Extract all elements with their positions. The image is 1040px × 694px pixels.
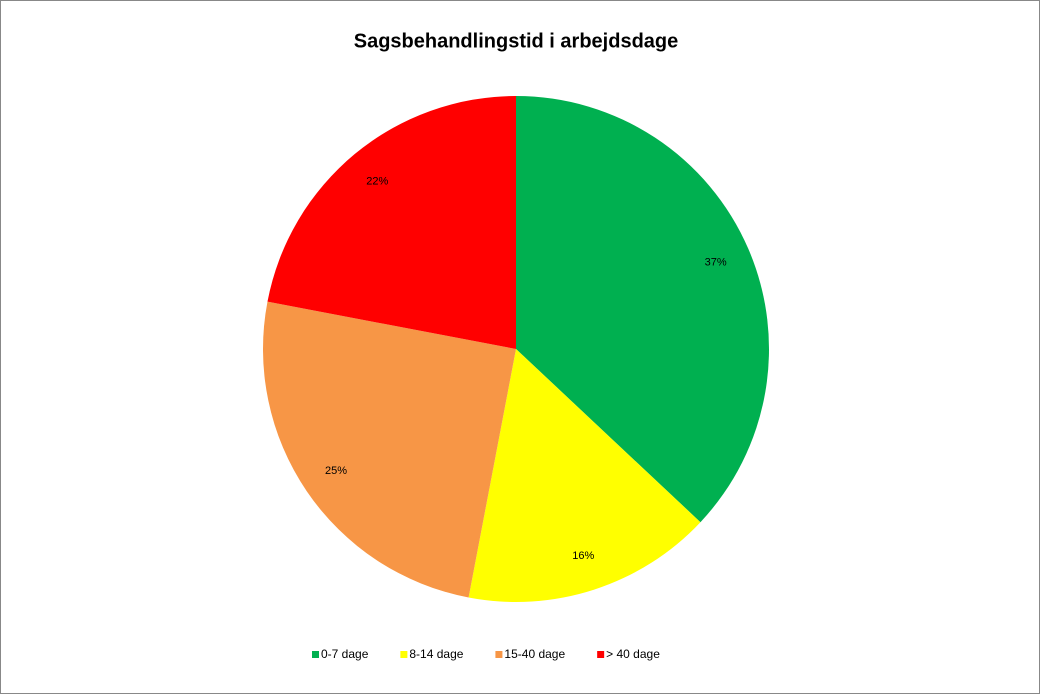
legend-swatch bbox=[400, 651, 408, 658]
chart-title: Sagsbehandlingstid i arbejdsdage bbox=[354, 30, 679, 52]
data-label: 22% bbox=[366, 175, 388, 187]
legend-swatch bbox=[597, 651, 605, 658]
legend-label: 8-14 dage bbox=[409, 647, 463, 661]
legend-label: 0-7 dage bbox=[321, 647, 369, 661]
pie-slice bbox=[516, 96, 770, 523]
data-label: 25% bbox=[325, 465, 347, 477]
legend-label: > 40 dage bbox=[606, 647, 660, 661]
data-label: 37% bbox=[705, 256, 727, 268]
data-label: 16% bbox=[572, 550, 594, 562]
pie-slice bbox=[263, 301, 516, 598]
pie-slice bbox=[468, 349, 701, 602]
pie-slice bbox=[267, 96, 516, 349]
legend-label: 15-40 dage bbox=[504, 647, 565, 661]
legend-swatch bbox=[312, 651, 319, 658]
legend-swatch bbox=[495, 651, 503, 658]
